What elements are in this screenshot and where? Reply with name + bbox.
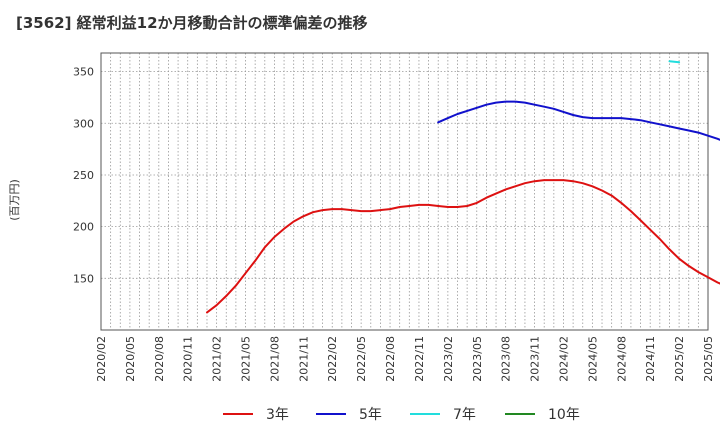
x-tick-label: 2020/02 bbox=[95, 336, 108, 382]
x-tick-label: 2023/11 bbox=[529, 336, 542, 382]
x-tick-label: 2025/05 bbox=[702, 336, 715, 382]
grid-layer bbox=[101, 53, 708, 330]
x-tick-label: 2025/02 bbox=[673, 336, 686, 382]
x-tick-label: 2023/05 bbox=[471, 336, 484, 382]
x-tick-label: 2021/02 bbox=[211, 336, 224, 382]
x-tick-label: 2023/08 bbox=[500, 336, 513, 382]
y-axis-ticks: 150 200 250 300 350 bbox=[73, 66, 94, 286]
y-axis-label: (百万円) bbox=[8, 179, 21, 221]
x-tick-label: 2024/11 bbox=[644, 336, 657, 382]
legend-label: 10年 bbox=[548, 407, 580, 423]
legend-label: 5年 bbox=[359, 407, 382, 423]
x-tick-label: 2022/11 bbox=[413, 336, 426, 382]
x-tick-label: 2020/05 bbox=[124, 336, 137, 382]
y-tick-label: 300 bbox=[73, 117, 94, 130]
x-tick-label: 2021/08 bbox=[268, 336, 281, 382]
x-tick-label: 2022/05 bbox=[355, 336, 368, 382]
x-tick-label: 2023/02 bbox=[442, 336, 455, 382]
y-tick-label: 150 bbox=[73, 272, 94, 285]
plot-frame bbox=[100, 52, 709, 331]
series-line-7年 bbox=[668, 60, 681, 64]
x-tick-label: 2021/11 bbox=[297, 336, 310, 382]
x-tick-label: 2024/05 bbox=[586, 336, 599, 382]
y-tick-label: 250 bbox=[73, 169, 94, 182]
y-tick-label: 200 bbox=[73, 221, 94, 234]
series-line-3年 bbox=[206, 179, 720, 314]
y-tick-label: 350 bbox=[73, 66, 94, 79]
legend-label: 3年 bbox=[266, 407, 289, 423]
x-tick-label: 2021/05 bbox=[240, 336, 253, 382]
legend: 3年 5年 7年 10年 bbox=[223, 407, 580, 423]
x-tick-label: 2020/11 bbox=[182, 336, 195, 382]
legend-label: 7年 bbox=[453, 407, 476, 423]
chart-title: [3562] 経常利益12か月移動合計の標準偏差の推移 bbox=[16, 14, 368, 32]
series-layer bbox=[206, 60, 720, 314]
series-line-5年 bbox=[437, 100, 720, 141]
x-tick-label: 2024/02 bbox=[557, 336, 570, 382]
x-tick-label: 2022/02 bbox=[326, 336, 339, 382]
x-tick-label: 2024/08 bbox=[615, 336, 628, 382]
x-axis-ticks: 2020/02 2020/05 2020/08 2020/11 2021/02 2021/… bbox=[95, 336, 715, 382]
x-tick-label: 2020/08 bbox=[153, 336, 166, 382]
x-tick-label: 2022/08 bbox=[384, 336, 397, 382]
